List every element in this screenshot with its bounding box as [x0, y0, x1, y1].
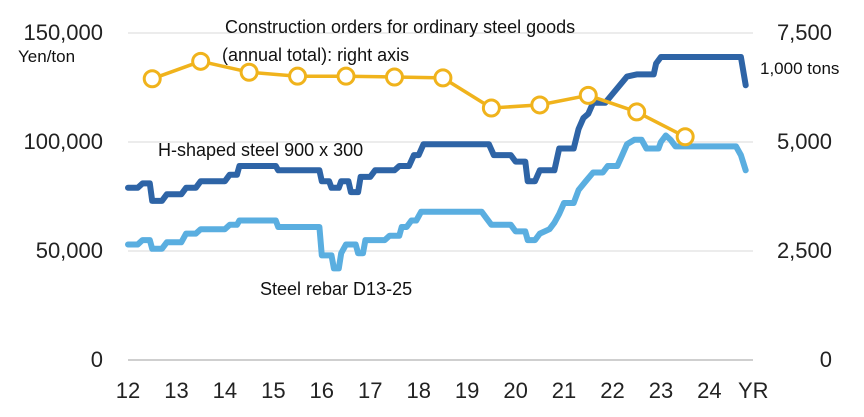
orders-series-label-line2: (annual total): right axis — [222, 45, 409, 65]
orders-data-point — [384, 67, 404, 87]
orders-data-point — [288, 66, 308, 86]
left-y-tick-label: 100,000 — [23, 129, 103, 154]
h-steel-series-label: H-shaped steel 900 x 300 — [158, 140, 363, 160]
x-tick-label: 19 — [455, 378, 479, 403]
orders-data-point — [191, 51, 211, 71]
orders-data-point — [336, 66, 356, 86]
orders-data-point — [530, 95, 550, 115]
right-y-tick-label: 7,500 — [777, 20, 832, 45]
orders-data-point — [239, 62, 259, 82]
x-axis-ticks: 12 13 14 15 16 17 18 19 20 21 22 23 24 — [116, 378, 722, 403]
rebar-series-label: Steel rebar D13-25 — [260, 279, 412, 299]
x-tick-label: 20 — [503, 378, 527, 403]
plot-area — [125, 51, 749, 272]
x-tick-label: 18 — [406, 378, 430, 403]
x-tick-label: 24 — [697, 378, 721, 403]
x-tick-label: 14 — [213, 378, 237, 403]
left-y-tick-label: 50,000 — [36, 238, 103, 263]
left-y-tick-label: 150,000 — [23, 20, 103, 45]
orders-series-label-line1: Construction orders for ordinary steel g… — [225, 17, 575, 37]
right-axis-ticks: 0 2,500 5,000 7,500 — [777, 20, 832, 372]
x-tick-label: 22 — [600, 378, 624, 403]
left-axis-ticks: 0 50,000 100,000 150,000 — [23, 20, 103, 372]
right-y-tick-label: 2,500 — [777, 238, 832, 263]
orders-data-point — [433, 68, 453, 88]
x-tick-label: 13 — [164, 378, 188, 403]
x-tick-label: 12 — [116, 378, 140, 403]
left-y-tick-label: 0 — [91, 347, 103, 372]
x-tick-label: 16 — [310, 378, 334, 403]
right-y-tick-label: 5,000 — [777, 129, 832, 154]
x-tick-label: 15 — [261, 378, 285, 403]
right-axis-unit: 1,000 tons — [760, 59, 839, 78]
x-axis-label: YR — [738, 378, 769, 403]
x-tick-label: 23 — [649, 378, 673, 403]
orders-data-point — [627, 102, 647, 122]
h-steel-price-line — [125, 54, 749, 204]
orders-data-point — [675, 127, 695, 147]
rebar-price-line — [125, 132, 749, 272]
orders-data-point — [578, 85, 598, 105]
orders-data-point — [142, 69, 162, 89]
x-tick-label: 21 — [552, 378, 576, 403]
left-axis-unit: Yen/ton — [18, 47, 75, 66]
x-tick-label: 17 — [358, 378, 382, 403]
right-y-tick-label: 0 — [820, 347, 832, 372]
orders-data-point — [481, 98, 501, 118]
